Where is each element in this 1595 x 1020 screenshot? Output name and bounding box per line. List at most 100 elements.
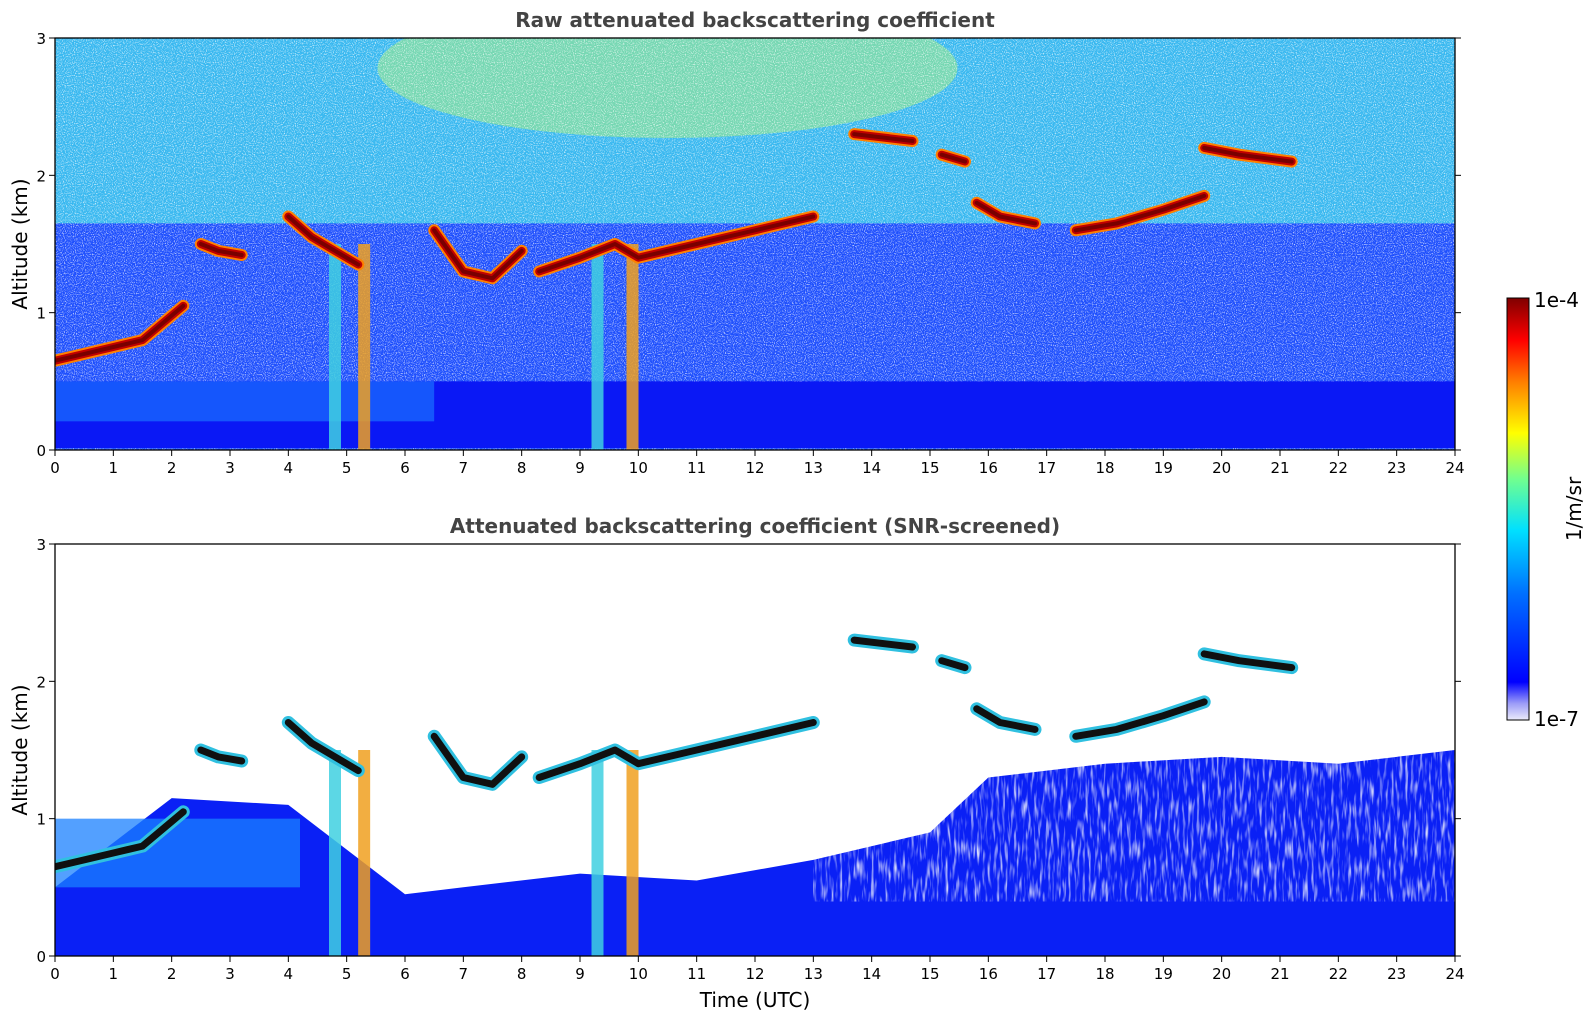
x-tick-label: 4 [284, 459, 294, 477]
screened-cloud-layer [938, 657, 969, 672]
raw-precipitation-shaft [358, 244, 371, 450]
raw-cloud-layer [974, 200, 1037, 226]
screened-cloud-layer [284, 719, 362, 775]
x-tick-label: 10 [629, 965, 648, 983]
x-tick-label: 0 [50, 965, 60, 983]
raw-cloud-layer [432, 228, 524, 281]
screened-precipitation-shaft [591, 750, 604, 956]
screened-backscatter-panel: Attenuated backscattering coefficient (S… [8, 514, 1465, 1012]
x-tick-label: 8 [517, 459, 527, 477]
x-tick-label: 3 [225, 459, 235, 477]
x-tick-label: 2 [167, 965, 177, 983]
x-tick-label: 24 [1445, 459, 1464, 477]
x-tick-label: 5 [342, 965, 352, 983]
raw-cloud-layer [1073, 193, 1207, 233]
x-tick-label: 16 [979, 965, 998, 983]
x-tick-label: 6 [400, 459, 410, 477]
x-tick-label: 20 [1212, 459, 1231, 477]
screened-cloud-layer [1072, 698, 1208, 740]
x-tick-label: 0 [50, 459, 60, 477]
x-tick-label: 12 [745, 459, 764, 477]
x-tick-label: 17 [1037, 965, 1056, 983]
x-tick-label: 15 [920, 965, 939, 983]
x-tick-label: 20 [1212, 965, 1231, 983]
x-tick-label: 13 [804, 965, 823, 983]
x-tick-label: 15 [920, 459, 939, 477]
x-tick-label: 10 [629, 459, 648, 477]
raw-cloud-layer [1202, 145, 1294, 164]
y-tick-label: 2 [36, 673, 46, 691]
screened-precipitation-shaft [626, 750, 639, 956]
x-tick-label: 9 [575, 459, 585, 477]
x-tick-label: 22 [1329, 459, 1348, 477]
screened-cloud-layer [535, 719, 817, 781]
x-tick-label: 5 [342, 459, 352, 477]
x-tick-label: 16 [979, 459, 998, 477]
x-tick-label: 1 [109, 965, 119, 983]
raw-backscatter-panel: Raw attenuated backscattering coefficien… [8, 8, 1465, 477]
x-tick-label: 7 [459, 965, 469, 983]
screened-axis-ticks: 0 1 2 3 4 5 6 7 8 9 10 11 12 13 14 15 16 17 18 19 20 21 22 23 24… [36, 536, 1464, 983]
colorbar-gradient [1506, 297, 1530, 721]
raw-cloud-layer [537, 214, 816, 274]
y-tick-label: 1 [36, 305, 46, 323]
raw-precipitation-shaft [329, 244, 341, 450]
screened-y-axis-label: Altitude (km) [8, 684, 32, 815]
raw-cloud-layer [939, 152, 967, 164]
screened-precipitation-shaft [329, 750, 341, 956]
x-tick-label: 19 [1154, 459, 1173, 477]
x-tick-label: 19 [1154, 965, 1173, 983]
x-tick-label: 18 [1095, 459, 1114, 477]
screened-precipitation-shaft [358, 750, 371, 956]
x-tick-label: 24 [1445, 965, 1464, 983]
raw-y-axis-label: Altitude (km) [8, 178, 32, 309]
x-tick-label: 11 [687, 459, 706, 477]
raw-heatmap-field [55, 38, 1455, 450]
raw-precipitation-shaft [626, 244, 639, 450]
x-tick-label: 23 [1387, 459, 1406, 477]
x-tick-label: 23 [1387, 965, 1406, 983]
raw-cloud-layer [55, 303, 186, 363]
x-tick-label: 3 [225, 965, 235, 983]
x-tick-label: 18 [1095, 965, 1114, 983]
x-tick-label: 22 [1329, 965, 1348, 983]
x-axis-label: Time (UTC) [699, 988, 811, 1012]
screened-speckle-overlay [813, 750, 1455, 902]
y-tick-label: 3 [36, 536, 46, 554]
screened-cloud-layer [55, 808, 187, 871]
screened-cloud-layer [973, 705, 1039, 733]
colorbar: 1e-4 1e-7 1/m/sr [1506, 288, 1586, 731]
x-tick-label: 11 [687, 965, 706, 983]
x-tick-label: 7 [459, 459, 469, 477]
x-tick-label: 13 [804, 459, 823, 477]
raw-cloud-layer [852, 132, 915, 143]
y-tick-label: 0 [36, 948, 46, 966]
x-tick-label: 21 [1270, 965, 1289, 983]
colorbar-unit-label: 1/m/sr [1562, 476, 1586, 541]
colorbar-max-label: 1e-4 [1534, 288, 1579, 312]
y-tick-label: 0 [36, 442, 46, 460]
screened-heatmap-field [55, 544, 1455, 956]
screened-cloud-layer [430, 732, 526, 788]
colorbar-min-label: 1e-7 [1534, 707, 1579, 731]
raw-precipitation-shaft [591, 244, 604, 450]
raw-cloud-layer [286, 214, 361, 267]
x-tick-label: 1 [109, 459, 119, 477]
x-tick-label: 21 [1270, 459, 1289, 477]
x-tick-label: 2 [167, 459, 177, 477]
x-tick-label: 14 [862, 459, 881, 477]
x-tick-label: 17 [1037, 459, 1056, 477]
screened-cloud-layer [197, 746, 246, 765]
screened-cloud-layer [1200, 650, 1296, 672]
raw-cloud-layer [198, 242, 244, 257]
x-tick-label: 9 [575, 965, 585, 983]
raw-axis-ticks: 0 1 2 3 4 5 6 7 8 9 10 11 12 13 14 15 16 17 18 19 20 21 22 23 24… [36, 30, 1464, 477]
x-tick-label: 4 [284, 965, 294, 983]
y-tick-label: 3 [36, 30, 46, 48]
screened-panel-title: Attenuated backscattering coefficient (S… [450, 514, 1060, 538]
x-tick-label: 12 [745, 965, 764, 983]
x-tick-label: 6 [400, 965, 410, 983]
raw-aerosol-layer [55, 381, 435, 422]
y-tick-label: 2 [36, 167, 46, 185]
